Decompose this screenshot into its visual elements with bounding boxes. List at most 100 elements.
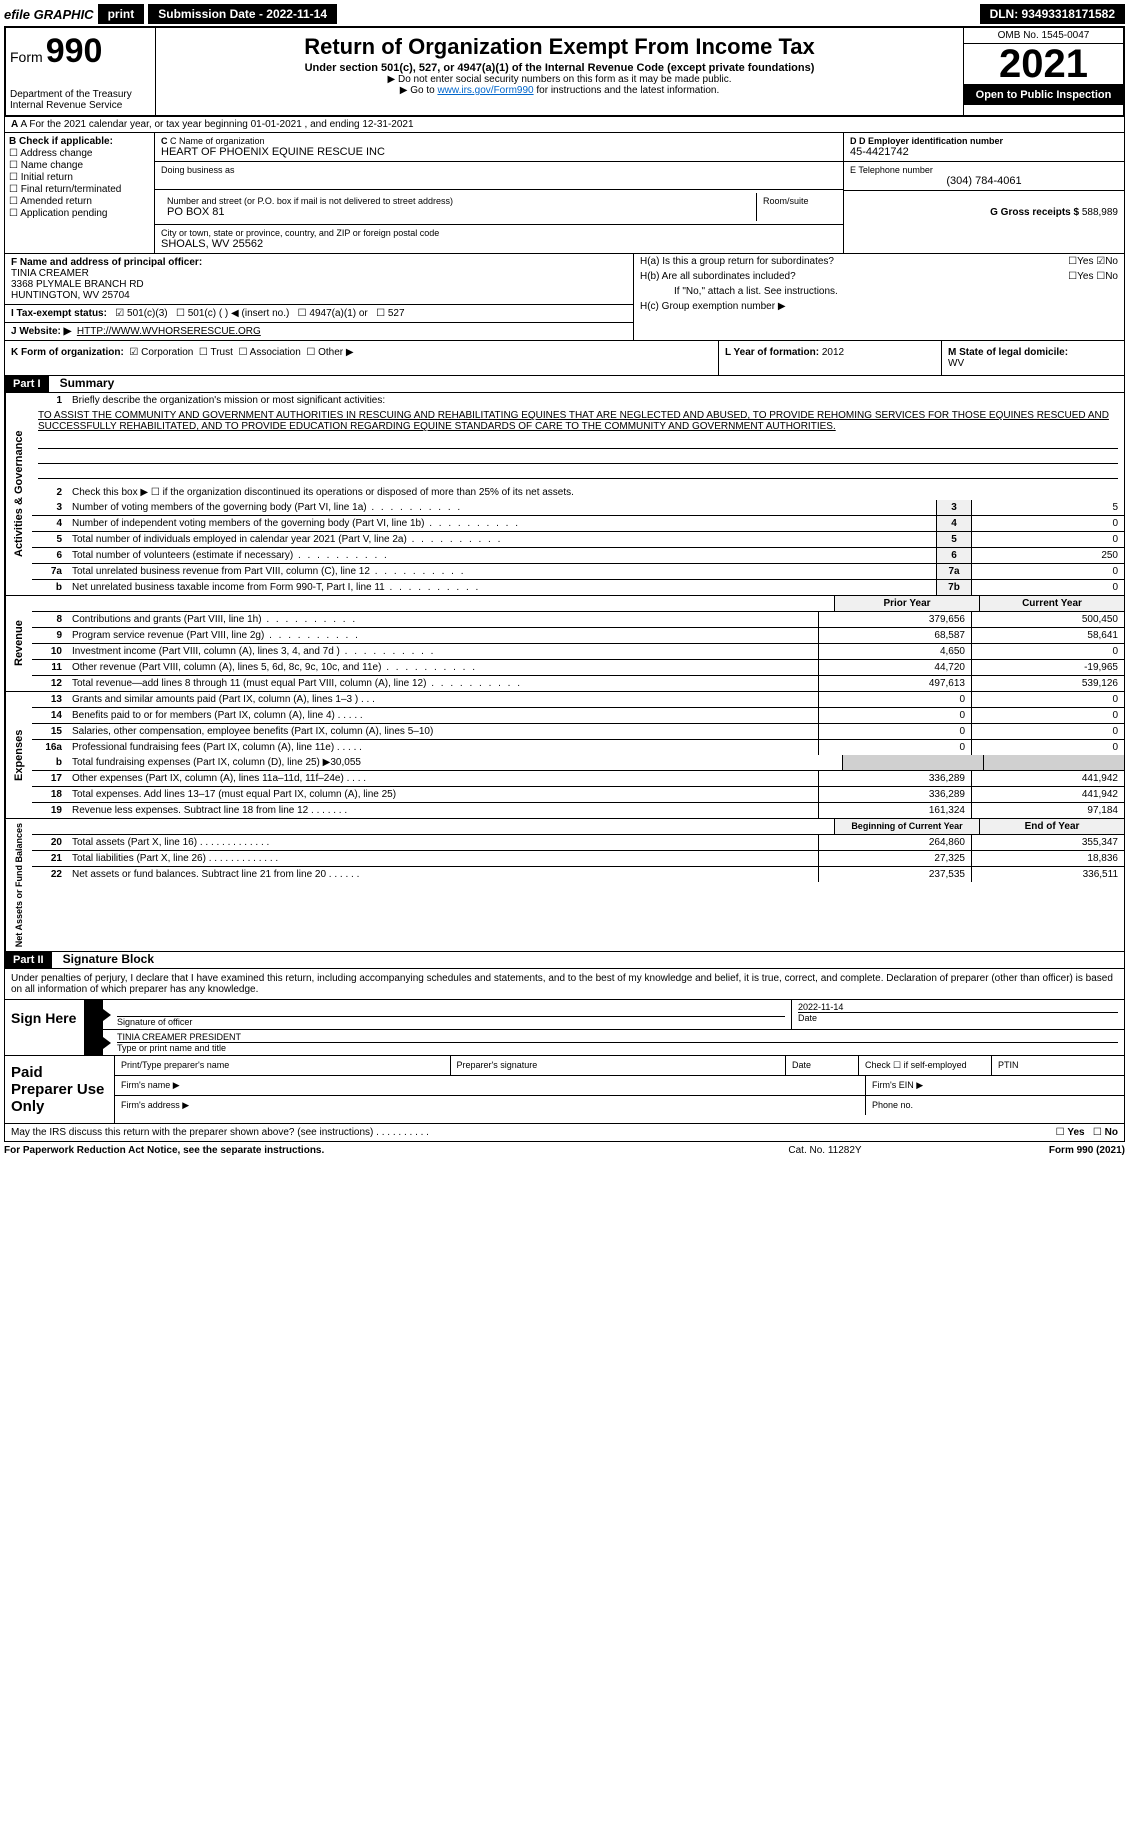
line-num: 4 (32, 516, 68, 531)
line-value: 0 (971, 564, 1124, 579)
paid-preparer-block: Paid Preparer Use Only Print/Type prepar… (4, 1056, 1125, 1124)
check-initial-return[interactable]: ☐ Initial return (9, 172, 150, 183)
prior-value: 497,613 (818, 676, 971, 691)
arrow-icon (85, 1000, 103, 1029)
line-num: 12 (32, 676, 68, 691)
current-value: 539,126 (971, 676, 1124, 691)
line1-label: Briefly describe the organization's miss… (68, 393, 1124, 408)
hb-label: H(b) Are all subordinates included? (640, 271, 796, 282)
m-value: WV (948, 358, 964, 369)
form-title: Return of Organization Exempt From Incom… (166, 34, 953, 60)
line-box-num: 7b (936, 580, 971, 595)
header-left: Form 990 Department of the Treasury Inte… (6, 28, 156, 115)
col-b-checks: B Check if applicable: ☐ Address change … (5, 133, 155, 253)
dba-label: Doing business as (161, 165, 837, 175)
current-value: 58,641 (971, 628, 1124, 643)
row-a-tax-year: A A For the 2021 calendar year, or tax y… (4, 117, 1125, 133)
line-row: 14 Benefits paid to or for members (Part… (32, 708, 1124, 724)
line-text: Investment income (Part VIII, column (A)… (68, 644, 818, 659)
line-box-num: 7a (936, 564, 971, 579)
k-label: K Form of organization: (11, 347, 124, 358)
footer-formnum: Form 990 (2021) (925, 1145, 1125, 1156)
fj-right-h: H(a) Is this a group return for subordin… (634, 254, 1124, 340)
line-text: Program service revenue (Part VIII, line… (68, 628, 818, 643)
line-text: Total expenses. Add lines 13–17 (must eq… (68, 787, 818, 802)
line-text: Other revenue (Part VIII, column (A), li… (68, 660, 818, 675)
vert-activities: Activities & Governance (5, 393, 32, 595)
line-text: Revenue less expenses. Subtract line 18 … (68, 803, 818, 818)
note-ssn: ▶ Do not enter social security numbers o… (166, 74, 953, 85)
note-goto-post: for instructions and the latest informat… (534, 85, 720, 96)
prep-sig-label: Preparer's signature (451, 1056, 787, 1075)
e-phone-label: E Telephone number (850, 165, 1118, 175)
current-value: 441,942 (971, 771, 1124, 786)
line-text: Net unrelated business taxable income fr… (68, 580, 936, 595)
irs-link[interactable]: www.irs.gov/Form990 (437, 85, 533, 96)
submission-date-button[interactable]: Submission Date - 2022-11-14 (148, 4, 337, 24)
print-button[interactable]: print (98, 4, 145, 24)
form-subtitle: Under section 501(c), 527, or 4947(a)(1)… (166, 62, 953, 74)
firm-ein-label: Firm's EIN ▶ (866, 1076, 1124, 1095)
check-final-return[interactable]: ☐ Final return/terminated (9, 184, 150, 195)
ein-value: 45-4421742 (850, 146, 1118, 158)
check-address-change[interactable]: ☐ Address change (9, 148, 150, 159)
col-c-org: C C Name of organization HEART OF PHOENI… (155, 133, 844, 253)
line-num: 11 (32, 660, 68, 675)
line-row: 6 Total number of volunteers (estimate i… (32, 548, 1124, 564)
website-link[interactable]: HTTP://WWW.WVHORSERESCUE.ORG (77, 326, 261, 337)
line-text: Professional fundraising fees (Part IX, … (68, 740, 818, 755)
line-num: 3 (32, 500, 68, 515)
dept-treasury: Department of the Treasury (10, 89, 151, 100)
efile-label: efile GRAPHIC (4, 7, 94, 22)
line-num: 20 (32, 835, 68, 850)
current-value: 0 (971, 740, 1124, 755)
officer-name: TINIA CREAMER (11, 268, 89, 279)
current-value: 0 (971, 644, 1124, 659)
line-row: 9 Program service revenue (Part VIII, li… (32, 628, 1124, 644)
form-prefix: Form (10, 49, 43, 65)
current-value: 500,450 (971, 612, 1124, 627)
tax-year: 2021 (964, 44, 1123, 85)
prep-date-label: Date (786, 1056, 859, 1075)
g-gross-label: G Gross receipts $ (990, 207, 1079, 218)
line-num: 17 (32, 771, 68, 786)
part2-header-row: Part II Signature Block (4, 952, 1125, 969)
sign-here-block: Sign Here Signature of officer 2022-11-1… (4, 1000, 1125, 1056)
check-amended-return[interactable]: ☐ Amended return (9, 196, 150, 207)
part2-title: Signature Block (55, 952, 154, 966)
prior-value: 0 (818, 708, 971, 723)
current-value: -19,965 (971, 660, 1124, 675)
line-row: 13 Grants and similar amounts paid (Part… (32, 692, 1124, 708)
header-right: OMB No. 1545-0047 2021 Open to Public In… (963, 28, 1123, 115)
line-row: 20 Total assets (Part X, line 16) . . . … (32, 835, 1124, 851)
check-application-pending[interactable]: ☐ Application pending (9, 208, 150, 219)
check-name-change[interactable]: ☐ Name change (9, 160, 150, 171)
part1-revenue-block: Revenue Prior Year Current Year 8 Contri… (4, 596, 1125, 692)
line-box-num: 3 (936, 500, 971, 515)
line-row: 22 Net assets or fund balances. Subtract… (32, 867, 1124, 882)
line-row: 3 Number of voting members of the govern… (32, 500, 1124, 516)
part1-title: Summary (52, 376, 115, 390)
line-text: Number of independent voting members of … (68, 516, 936, 531)
check-501c3-icon: ☑ (115, 308, 124, 319)
line-num: 16a (32, 740, 68, 755)
may-irs-row: May the IRS discuss this return with the… (4, 1124, 1125, 1142)
prior-value: 44,720 (818, 660, 971, 675)
line-num: 10 (32, 644, 68, 659)
line-num: 8 (32, 612, 68, 627)
may-irs-yes-no[interactable]: ☐ Yes ☐ No (1056, 1127, 1118, 1138)
section-f-j: F Name and address of principal officer:… (4, 254, 1125, 341)
line-row: 4 Number of independent voting members o… (32, 516, 1124, 532)
declaration-text: Under penalties of perjury, I declare th… (4, 969, 1125, 1000)
i-label: I Tax-exempt status: (11, 308, 107, 319)
line-value: 0 (971, 580, 1124, 595)
city-label: City or town, state or province, country… (161, 228, 837, 238)
footer-paperwork: For Paperwork Reduction Act Notice, see … (4, 1145, 725, 1156)
date-label: Date (798, 1013, 1118, 1023)
prior-value: 336,289 (818, 787, 971, 802)
line-text: Number of voting members of the governin… (68, 500, 936, 515)
line-box-num: 6 (936, 548, 971, 563)
line-value: 0 (971, 516, 1124, 531)
line-text: Contributions and grants (Part VIII, lin… (68, 612, 818, 627)
arrow-icon (85, 1030, 103, 1055)
